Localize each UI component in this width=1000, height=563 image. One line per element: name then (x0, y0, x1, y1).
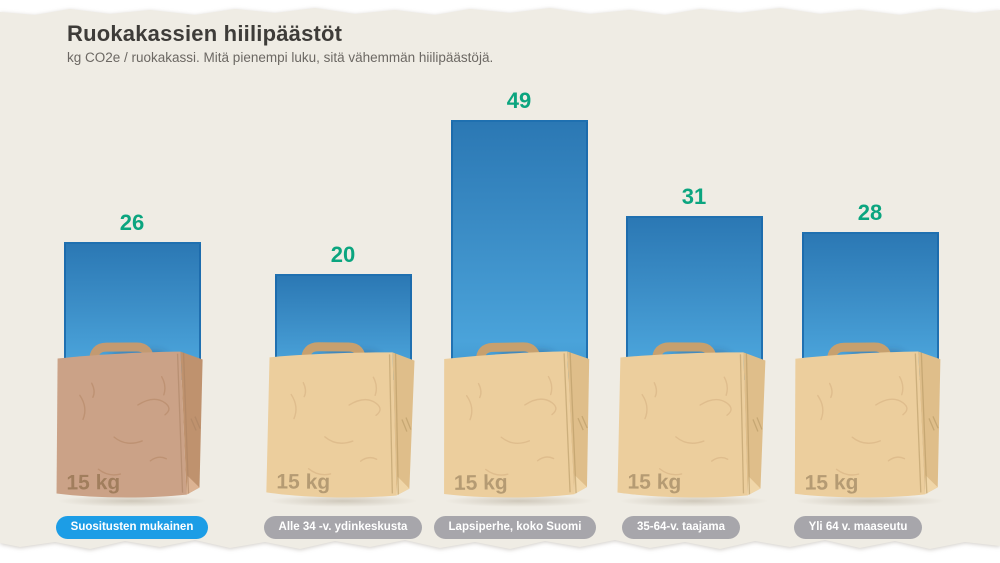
paper-bag-icon: 15 kg (266, 342, 415, 498)
bag-shadow (57, 495, 207, 507)
bag-front (617, 352, 748, 498)
bag-crinkles (290, 376, 381, 476)
paper-bag-icon: 15 kg (444, 342, 590, 498)
bag-creases (739, 353, 763, 495)
category-pill[interactable]: Alle 34 -v. ydinkeskusta (263, 516, 423, 539)
emission-bar (451, 120, 588, 380)
bag-bottom-notch (924, 475, 938, 495)
category-pill-row: Alle 34 -v. ydinkeskusta (258, 516, 428, 539)
bag-weight-label: 15 kg (805, 471, 859, 495)
chart-column: 28 (785, 0, 955, 563)
bag-creases (388, 353, 412, 495)
bag-weight-label: 15 kg (66, 471, 120, 494)
bag-front (444, 351, 575, 498)
value-label: 31 (681, 183, 707, 209)
bag-front (794, 351, 925, 498)
bag-creases (914, 352, 939, 494)
bag-side-fold (567, 351, 590, 495)
category-pill[interactable]: Yli 64 v. maaseutu (793, 516, 923, 539)
bag-front (56, 351, 187, 498)
chart-column: 20 (258, 0, 428, 563)
bag-side-fold (918, 351, 941, 495)
category-pill-row: 35-64-v. taajama (609, 516, 779, 539)
chart-column: 26 (47, 0, 217, 563)
bag-weight-label: 15 kg (454, 471, 508, 495)
category-pill[interactable]: Lapsiperhe, koko Suomi (433, 516, 597, 539)
category-pill-row: Suositusten mukainen (47, 516, 217, 539)
bag-bottom-notch (186, 475, 200, 495)
page-title: Ruokakassien hiilipäästöt (67, 21, 343, 46)
bag-shadow (268, 495, 418, 507)
category-pill[interactable]: Suositusten mukainen (55, 516, 209, 539)
bag-crinkles (79, 376, 170, 476)
bag-shadow (619, 495, 769, 507)
value-label: 26 (119, 210, 145, 236)
bag-crinkles (465, 375, 557, 476)
bag-bottom-notch (574, 475, 587, 495)
category-pill-row: Lapsiperhe, koko Suomi (433, 516, 604, 539)
chart-column: 49 (433, 0, 604, 563)
page-subtitle: kg CO2e / ruokakassi. Mitä pienempi luku… (67, 50, 494, 65)
bag-shadow (795, 495, 945, 507)
bag-side-fold (180, 351, 203, 495)
category-pill-row: Yli 64 v. maaseutu (785, 516, 955, 539)
value-label: 20 (330, 242, 356, 267)
bag-crinkles (817, 375, 908, 476)
bag-bottom-notch (396, 476, 410, 496)
bag-creases (563, 352, 588, 494)
value-label: 49 (506, 88, 532, 114)
bag-weight-label: 15 kg (276, 470, 330, 493)
bag-bottom-notch (747, 476, 761, 496)
bag-front (266, 352, 397, 498)
bag-weight-label: 15 kg (627, 471, 681, 494)
bag-creases (176, 352, 201, 494)
paper-bag-icon: 15 kg (617, 342, 766, 498)
paper-bag-icon: 15 kg (794, 342, 941, 498)
value-label: 28 (857, 199, 883, 225)
bag-shadow (444, 495, 594, 507)
paper-bag-icon: 15 kg (56, 342, 203, 498)
category-pill[interactable]: 35-64-v. taajama (621, 516, 740, 539)
bag-crinkles (641, 376, 732, 476)
chart-column: 31 (609, 0, 779, 563)
